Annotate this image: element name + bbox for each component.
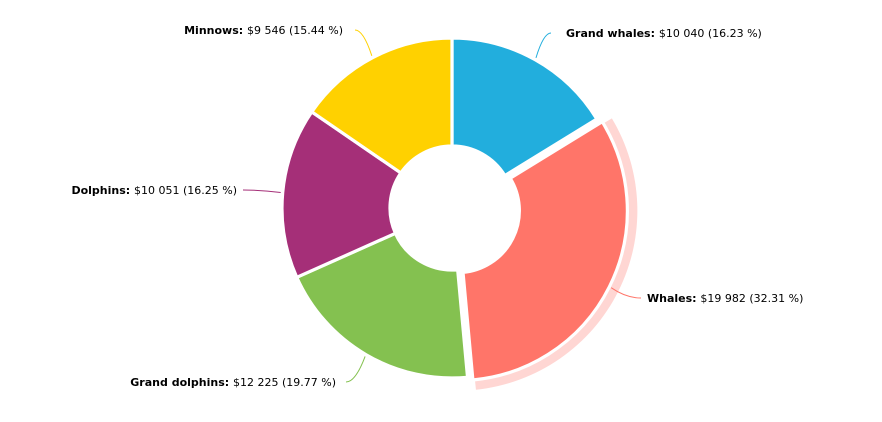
connector-whales <box>610 287 642 299</box>
slice-grand-whales[interactable] <box>450 36 599 178</box>
slice-label-value: $19 982 (32.31 %) <box>700 292 803 305</box>
slices-layer <box>280 36 638 390</box>
connector-minnows <box>354 29 373 56</box>
slice-whales[interactable] <box>461 120 629 382</box>
slice-minnows[interactable] <box>310 36 454 175</box>
slice-label-value: $10 040 (16.23 %) <box>659 27 762 40</box>
slice-halo-whales <box>475 118 638 390</box>
slice-label-grand-dolphins: Grand dolphins: $12 225 (19.77 %) <box>130 376 336 389</box>
connector-grand-whales <box>535 32 552 59</box>
slice-label-name: Minnows: <box>184 24 247 37</box>
connector-dolphins <box>242 189 281 193</box>
slice-label-value: $10 051 (16.25 %) <box>134 184 237 197</box>
slice-label-name: Grand whales: <box>566 27 659 40</box>
connectors-layer <box>242 29 642 383</box>
slice-label-grand-whales: Grand whales: $10 040 (16.23 %) <box>566 27 762 40</box>
slice-label-whales: Whales: $19 982 (32.31 %) <box>647 292 803 305</box>
labels-layer: Grand whales: $10 040 (16.23 %) Whales: $… <box>71 24 803 389</box>
slice-label-name: Grand dolphins: <box>130 376 233 389</box>
slice-label-minnows: Minnows: $9 546 (15.44 %) <box>184 24 343 37</box>
slice-label-name: Whales: <box>647 292 700 305</box>
slice-label-dolphins: Dolphins: $10 051 (16.25 %) <box>71 184 237 197</box>
connector-grand-dolphins <box>345 356 366 383</box>
slice-grand-dolphins[interactable] <box>295 231 470 380</box>
slice-label-value: $9 546 (15.44 %) <box>247 24 343 37</box>
slice-label-name: Dolphins: <box>71 184 134 197</box>
slice-label-value: $12 225 (19.77 %) <box>233 376 336 389</box>
